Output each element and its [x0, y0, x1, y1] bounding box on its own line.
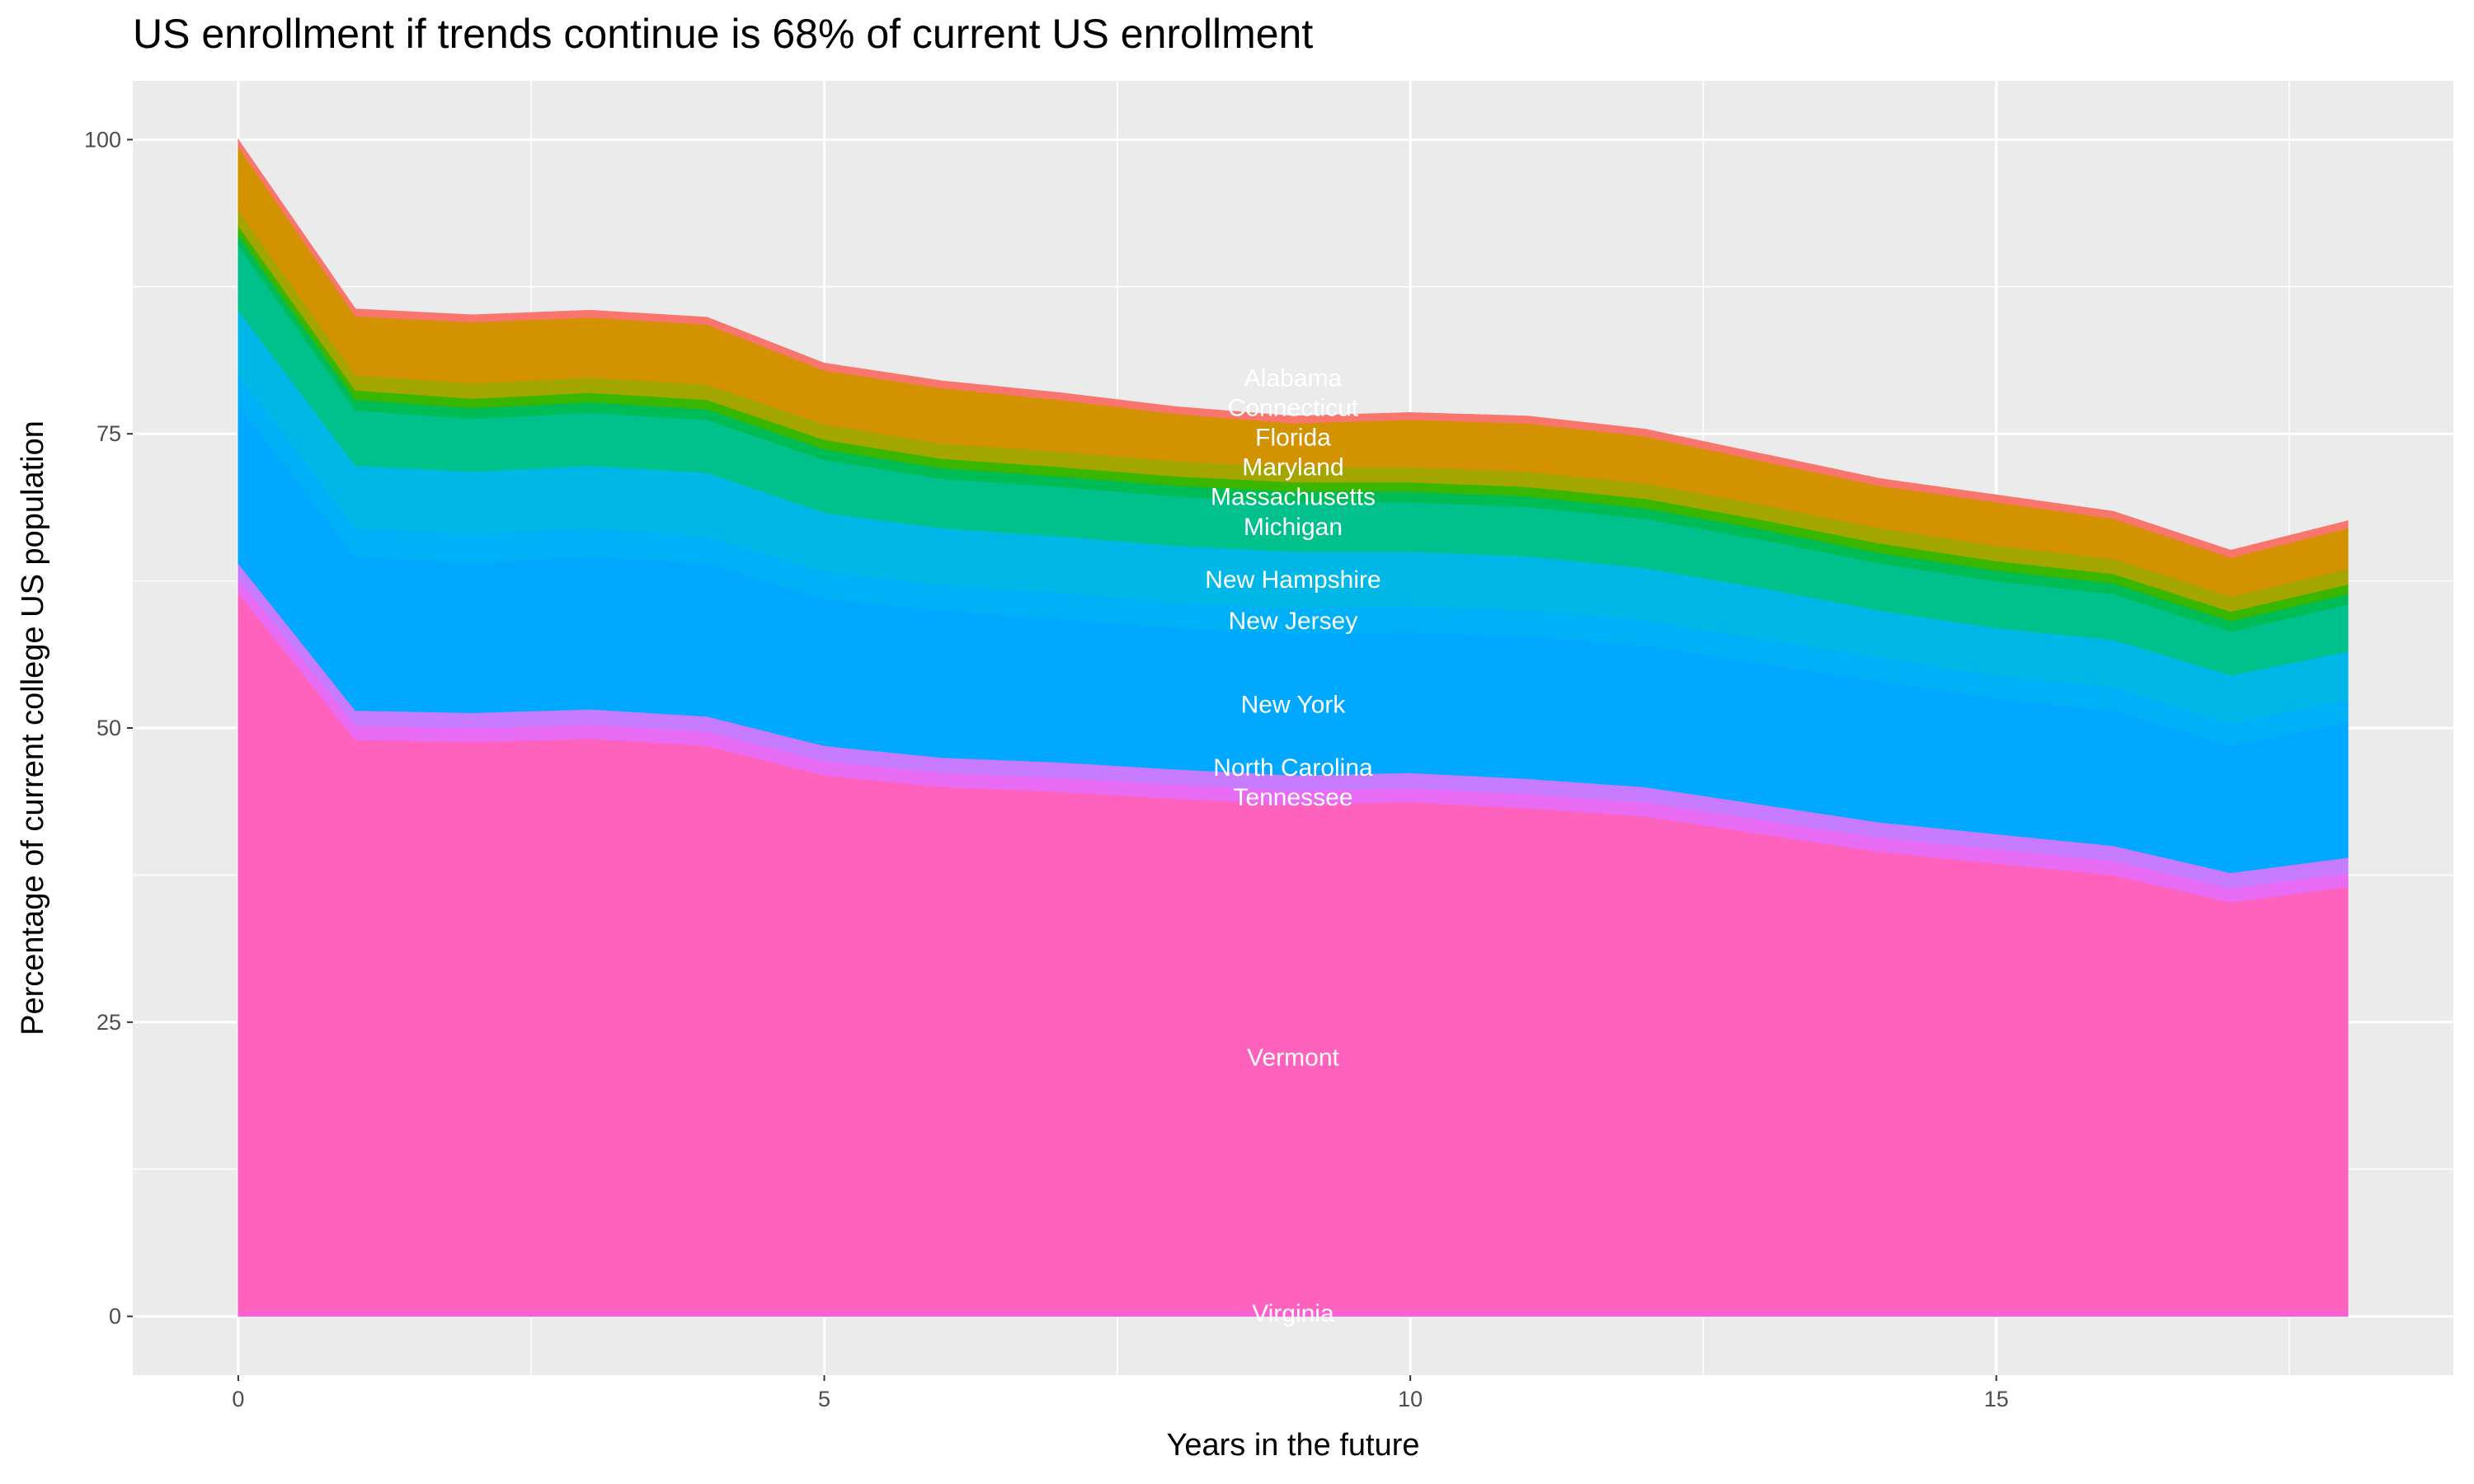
axis-ticks: 0 25 50 75 100 0 5 10 15 — [84, 127, 2009, 1411]
x-tick-label: 5 — [818, 1387, 830, 1411]
areas — [238, 138, 2349, 1317]
x-axis-title: Years in the future — [1166, 1428, 1419, 1463]
x-tick-label: 0 — [232, 1387, 244, 1411]
area-label-virginia: Virginia — [1252, 1300, 1334, 1327]
chart-title: US enrollment if trends continue is 68% … — [133, 11, 1313, 57]
x-tick-label: 10 — [1398, 1387, 1423, 1411]
area-label-maryland: Maryland — [1242, 454, 1343, 481]
y-tick-label: 0 — [109, 1304, 121, 1329]
area-label-north-carolina: North Carolina — [1213, 754, 1373, 782]
y-tick-label: 75 — [96, 421, 121, 446]
area-label-massachusetts: Massachusetts — [1211, 484, 1376, 511]
area-label-connecticut: Connecticut — [1228, 395, 1359, 422]
area-label-florida: Florida — [1255, 425, 1331, 452]
area-label-vermont: Vermont — [1247, 1045, 1339, 1072]
y-axis-title: Percentage of current college US populat… — [16, 420, 50, 1036]
x-tick-label: 15 — [1984, 1387, 2009, 1411]
y-tick-label: 25 — [96, 1010, 121, 1035]
area-alabama — [238, 138, 2349, 558]
y-tick-label: 100 — [84, 127, 121, 152]
area-label-michigan: Michigan — [1244, 514, 1343, 541]
area-label-new-jersey: New Jersey — [1229, 608, 1358, 635]
area-label-new-york: New York — [1241, 691, 1347, 718]
area-label-alabama: Alabama — [1244, 365, 1343, 392]
area-label-new-hampshire: New Hampshire — [1205, 566, 1380, 594]
area-label-tennessee: Tennessee — [1233, 784, 1352, 811]
y-tick-label: 50 — [96, 716, 121, 740]
